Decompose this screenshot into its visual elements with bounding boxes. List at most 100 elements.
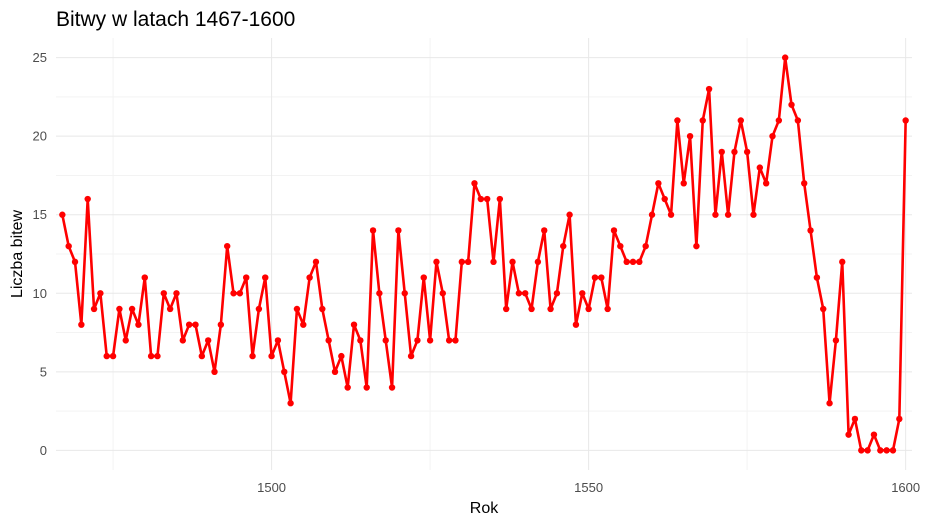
data-point [319, 305, 326, 313]
data-point [363, 384, 370, 391]
data-point [560, 242, 567, 250]
data-point [376, 290, 383, 297]
data-point [433, 258, 440, 266]
data-point [300, 321, 307, 328]
data-point [693, 242, 700, 250]
data-point [477, 195, 485, 203]
data-point [826, 400, 833, 407]
data-point [724, 211, 732, 218]
x-tick-label: 1500 [257, 480, 286, 495]
data-point [820, 305, 827, 313]
data-point [813, 274, 821, 281]
data-point [312, 258, 320, 266]
data-point [515, 290, 523, 297]
y-axis-title: Liczba bitew [9, 210, 26, 298]
data-point [712, 211, 719, 218]
data-point [395, 227, 402, 234]
data-point [610, 227, 618, 234]
data-point [775, 117, 783, 124]
y-tick-label: 20 [33, 129, 47, 144]
data-point [572, 321, 580, 328]
data-point [718, 148, 725, 156]
data-point [338, 352, 345, 360]
data-point [509, 258, 516, 266]
data-point [369, 227, 377, 234]
data-point [325, 337, 332, 344]
data-point [629, 258, 637, 266]
data-point [534, 258, 542, 266]
data-point [268, 352, 275, 360]
data-point [274, 337, 282, 344]
data-point [90, 305, 98, 313]
data-point [883, 447, 890, 454]
data-point [617, 242, 624, 250]
data-point [522, 290, 529, 297]
data-point [870, 431, 878, 438]
data-point [547, 305, 554, 313]
data-point [623, 258, 630, 266]
data-point [211, 368, 218, 376]
data-point [832, 337, 840, 344]
x-axis-title: Rok [470, 500, 499, 517]
data-point [579, 290, 586, 297]
data-point [78, 321, 85, 328]
data-point [344, 384, 351, 391]
data-point [224, 242, 231, 250]
data-point [109, 352, 117, 360]
data-point [249, 352, 256, 360]
data-point [458, 258, 466, 266]
data-point [845, 431, 852, 438]
data-point [166, 305, 174, 313]
data-point [604, 305, 611, 313]
tick-labels: 1500 1550 1600 0 5 10 15 20 25 [33, 50, 921, 495]
data-point [293, 305, 301, 313]
data-point [483, 195, 491, 203]
data-point [667, 211, 675, 218]
data-point [71, 258, 79, 266]
data-point [97, 290, 104, 297]
data-point [255, 305, 263, 313]
data-point [566, 211, 573, 218]
data-point [382, 337, 389, 344]
data-point [179, 337, 187, 344]
y-tick-label: 0 [40, 443, 47, 458]
data-point [420, 274, 427, 281]
data-point [59, 211, 66, 218]
data-point [889, 447, 897, 454]
data-point [236, 290, 244, 297]
data-point [636, 258, 643, 266]
y-tick-label: 25 [33, 50, 47, 65]
data-point [116, 305, 123, 313]
data-point [357, 337, 364, 344]
data-point [185, 321, 193, 328]
data-point [648, 211, 656, 218]
data-point [331, 368, 339, 376]
data-point [426, 337, 434, 344]
data-point [680, 180, 687, 187]
data-point [851, 415, 859, 423]
data-point [541, 227, 548, 234]
data-point [128, 305, 136, 313]
data-point [439, 290, 446, 297]
data-point [445, 337, 453, 344]
data-point [452, 337, 459, 344]
data-point [217, 321, 225, 328]
data-point [807, 227, 814, 234]
data-point [306, 274, 313, 281]
data-point [877, 447, 884, 454]
data-point [762, 180, 770, 187]
data-point [502, 305, 510, 313]
data-point [731, 148, 738, 156]
data-point [528, 305, 535, 313]
data-point [407, 352, 415, 360]
data-point [585, 305, 592, 313]
data-point [192, 321, 199, 328]
data-point [122, 337, 129, 344]
data-point [496, 195, 504, 203]
data-point [471, 180, 478, 187]
y-tick-label: 5 [40, 364, 47, 379]
data-point [655, 180, 662, 187]
data-point [839, 258, 846, 266]
data-point [737, 117, 744, 124]
